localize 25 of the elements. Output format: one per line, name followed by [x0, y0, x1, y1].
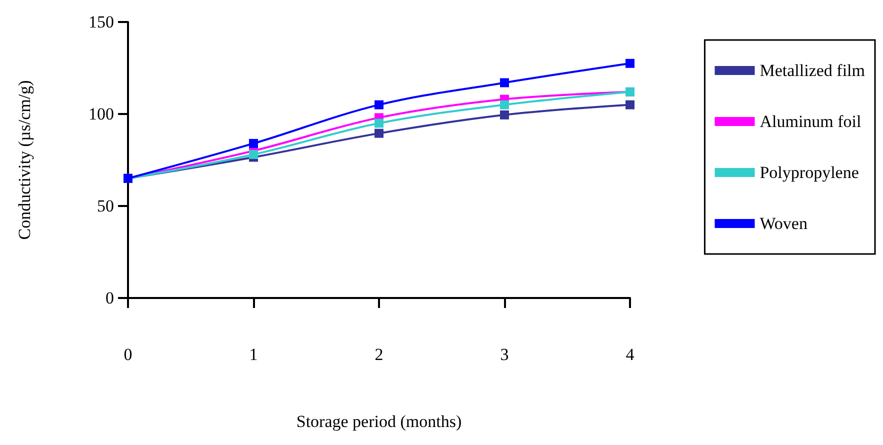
point	[249, 150, 258, 159]
x-tick-label: 4	[626, 345, 635, 364]
point	[374, 100, 384, 110]
x-tick-label: 1	[249, 345, 258, 364]
point	[500, 110, 509, 120]
legend-label: Aluminum foil	[760, 112, 862, 131]
x-axis-title: Storage period (months)	[296, 412, 462, 431]
y-tick-label: 150	[88, 12, 114, 32]
y-tick-label: 0	[106, 288, 114, 308]
point	[500, 100, 509, 110]
point	[500, 78, 509, 88]
legend-label: Woven	[760, 214, 808, 233]
x-tick-label: 2	[374, 345, 384, 364]
y-axis-title: Conductivity (µs/cm/g)	[15, 80, 34, 240]
point	[249, 138, 258, 148]
legend-label: Metallized film	[760, 61, 866, 80]
legend-label: Polypropylene	[760, 163, 859, 182]
x-tick-label: 3	[500, 345, 509, 364]
point	[626, 58, 634, 68]
y-tick-label: 50	[97, 196, 114, 216]
x-tick-label: 0	[124, 345, 132, 364]
point	[626, 100, 634, 110]
y-tick-label: 100	[88, 104, 114, 124]
point	[374, 118, 384, 128]
point	[374, 128, 384, 138]
